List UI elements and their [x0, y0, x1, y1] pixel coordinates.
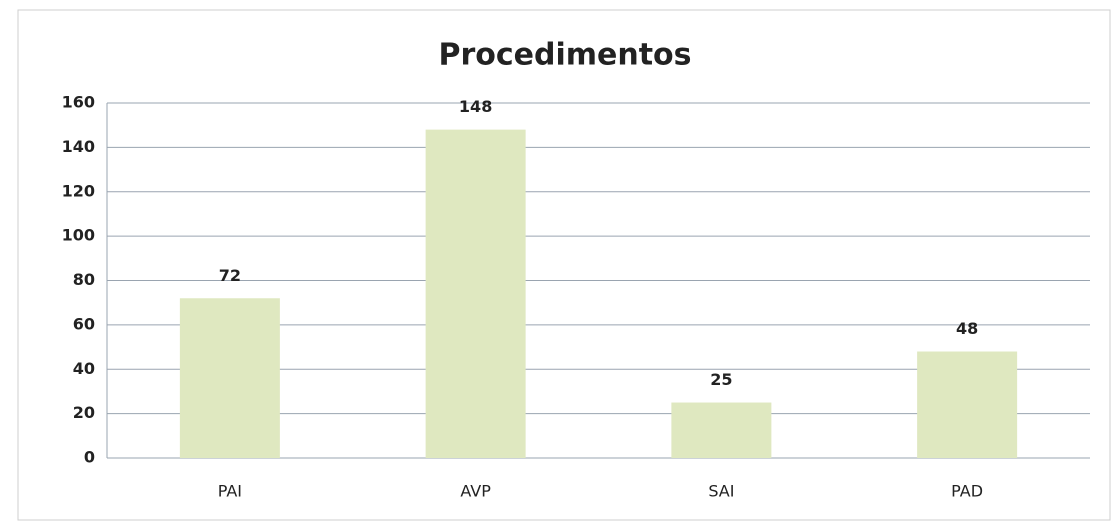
bar [671, 402, 772, 458]
y-tick-label: 80 [73, 270, 95, 289]
chart-title: Procedimentos [438, 38, 691, 73]
data-label: 148 [459, 97, 492, 116]
y-tick-label: 120 [62, 181, 95, 200]
y-tick-label: 20 [73, 403, 95, 422]
bar [917, 351, 1018, 458]
x-tick-label: AVP [460, 482, 491, 501]
x-tick-label: SAI [708, 482, 734, 501]
bar [179, 298, 280, 458]
data-label: 72 [219, 266, 241, 285]
y-tick-label: 0 [84, 448, 95, 467]
y-tick-label: 60 [73, 314, 95, 333]
y-tick-label: 40 [73, 359, 95, 378]
y-tick-label: 160 [62, 93, 95, 112]
x-tick-label: PAI [218, 482, 242, 501]
y-tick-label: 140 [62, 137, 95, 156]
data-label: 48 [956, 319, 978, 338]
y-tick-label: 100 [62, 226, 95, 245]
x-tick-label: PAD [951, 482, 983, 501]
data-label: 25 [710, 370, 732, 389]
bar [425, 129, 526, 458]
